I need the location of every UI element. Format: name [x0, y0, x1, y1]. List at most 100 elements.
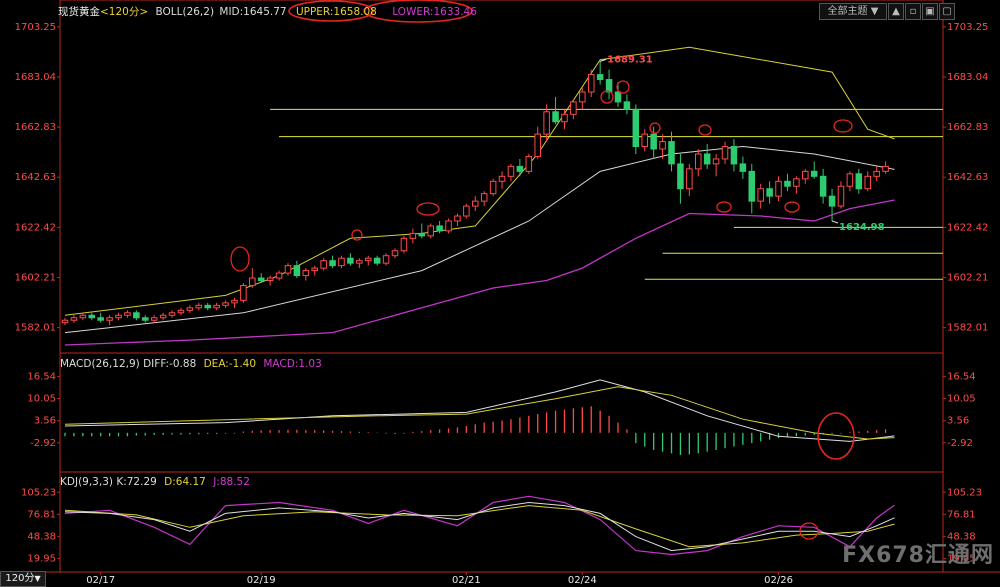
macd-label: MACD(26,12,9)	[60, 358, 140, 370]
restore-button[interactable]: ▢	[939, 3, 955, 20]
restore-icon: ▢	[942, 6, 952, 17]
candle-body	[204, 304, 211, 309]
peak-label: 1689.31	[607, 54, 653, 65]
price-tick-label-left: 1602.21	[15, 273, 56, 284]
candle-body	[284, 265, 292, 274]
candle-body	[775, 180, 782, 197]
annotation-circle-upper	[288, 0, 374, 22]
watermark-text: FX678汇通网	[842, 543, 994, 568]
annotation-circle	[600, 90, 614, 104]
candle-body	[70, 317, 78, 321]
price-tick-label-right: 1622.42	[947, 222, 988, 233]
candle-body	[596, 74, 604, 81]
kdj-label: KDJ(9,3,3)	[60, 476, 113, 488]
candle-body	[748, 170, 756, 202]
macd-dea-line	[64, 386, 895, 440]
chevron-up-icon: ▲	[892, 6, 900, 17]
kdj-tick-label-right: 76.81	[947, 509, 976, 520]
candle-body	[195, 304, 203, 309]
candle-body	[391, 250, 399, 257]
candle-body	[302, 270, 310, 277]
trough-label: 1624.98	[839, 222, 885, 233]
kdj-tick-label-right: 48.38	[947, 531, 976, 542]
kdj-d-line	[64, 505, 895, 548]
candle-body	[106, 317, 113, 321]
candle-body	[784, 180, 791, 187]
candle-body	[802, 170, 809, 180]
price-tick-label-right: 1683.04	[947, 72, 988, 83]
candle-body	[186, 307, 194, 311]
candle-body	[498, 175, 506, 182]
candle-body	[489, 180, 497, 195]
trough-pointer	[831, 220, 839, 224]
period-label: <120分>	[100, 6, 149, 18]
annotation-circle	[649, 122, 661, 134]
candle-body	[543, 111, 550, 135]
candle-body	[454, 215, 461, 222]
candle-body	[133, 312, 140, 319]
price-tick-label-left: 1642.63	[15, 172, 56, 183]
x-tick-label: 02/17	[86, 575, 115, 586]
kdj-tick-label-right: 105.23	[947, 487, 982, 498]
period-button[interactable]: 120分▼	[0, 571, 46, 587]
candle-body	[605, 79, 613, 93]
candle-body	[579, 91, 586, 103]
candle-body	[124, 312, 131, 316]
candle-body	[382, 255, 390, 264]
boll-mid-line	[64, 145, 895, 334]
macd-tick-label-right: -2.92	[947, 438, 973, 449]
candle-body	[231, 299, 238, 304]
candle-body	[373, 257, 381, 264]
kdj-tick-label-left: 105.23	[21, 487, 56, 498]
candle-body	[855, 173, 863, 190]
candle-body	[436, 225, 443, 232]
theme-select-label: 全部主题	[827, 6, 868, 17]
peak-pointer	[599, 58, 607, 62]
candle-body	[159, 314, 167, 319]
candle-body	[400, 237, 408, 252]
candle-body	[275, 272, 283, 279]
price-tick-label-right: 1602.21	[947, 273, 988, 284]
kdj-d-value: D:64.17	[164, 476, 206, 488]
candle-body	[837, 185, 845, 207]
price-tick-label-left: 1622.42	[15, 222, 56, 233]
candle-body	[347, 257, 354, 264]
maximize-icon: ▣	[925, 6, 935, 17]
candle-body	[150, 317, 158, 321]
annotation-circle	[616, 80, 630, 94]
candle-body	[293, 265, 301, 277]
macd-header: MACD(26,12,9) DIFF:-0.88 DEA:-1.40 MACD:…	[60, 358, 322, 370]
price-tick-label-left: 1683.04	[15, 72, 56, 83]
candle-body	[810, 170, 818, 177]
candle-body	[668, 141, 675, 165]
candle-body	[115, 314, 122, 319]
candle-body	[338, 257, 345, 267]
maximize-button[interactable]: ▣	[922, 3, 938, 20]
candle-body	[507, 165, 515, 177]
candle-body	[570, 101, 577, 115]
candle-body	[659, 141, 666, 150]
kdj-header: KDJ(9,3,3) K:72.29 D:64.17 J:88.52	[60, 476, 250, 488]
candle-body	[79, 314, 87, 319]
annotation-circle	[416, 202, 440, 216]
candle-body	[757, 188, 764, 202]
kdj-j-line	[64, 495, 895, 556]
x-tick-label: 02/19	[247, 575, 276, 586]
theme-select[interactable]: 全部主题 ▼	[819, 3, 887, 20]
candle-body	[409, 232, 417, 239]
annotation-circle-lower	[363, 0, 473, 23]
macd-value: MACD:1.03	[263, 358, 322, 370]
candle-body	[641, 133, 649, 148]
macd-tick-label-right: 10.05	[947, 394, 976, 405]
candle-body	[427, 225, 434, 237]
boll-mid-value: MID:1645.77	[219, 6, 287, 18]
candle-body	[623, 101, 631, 110]
candle-body	[864, 175, 871, 190]
minimize-button[interactable]: ▫	[905, 3, 921, 20]
candle-body	[266, 277, 274, 282]
scroll-up-button[interactable]: ▲	[888, 3, 904, 20]
period-button-label: 120分	[5, 573, 35, 584]
candle-body	[739, 163, 747, 172]
candle-body	[819, 175, 827, 197]
